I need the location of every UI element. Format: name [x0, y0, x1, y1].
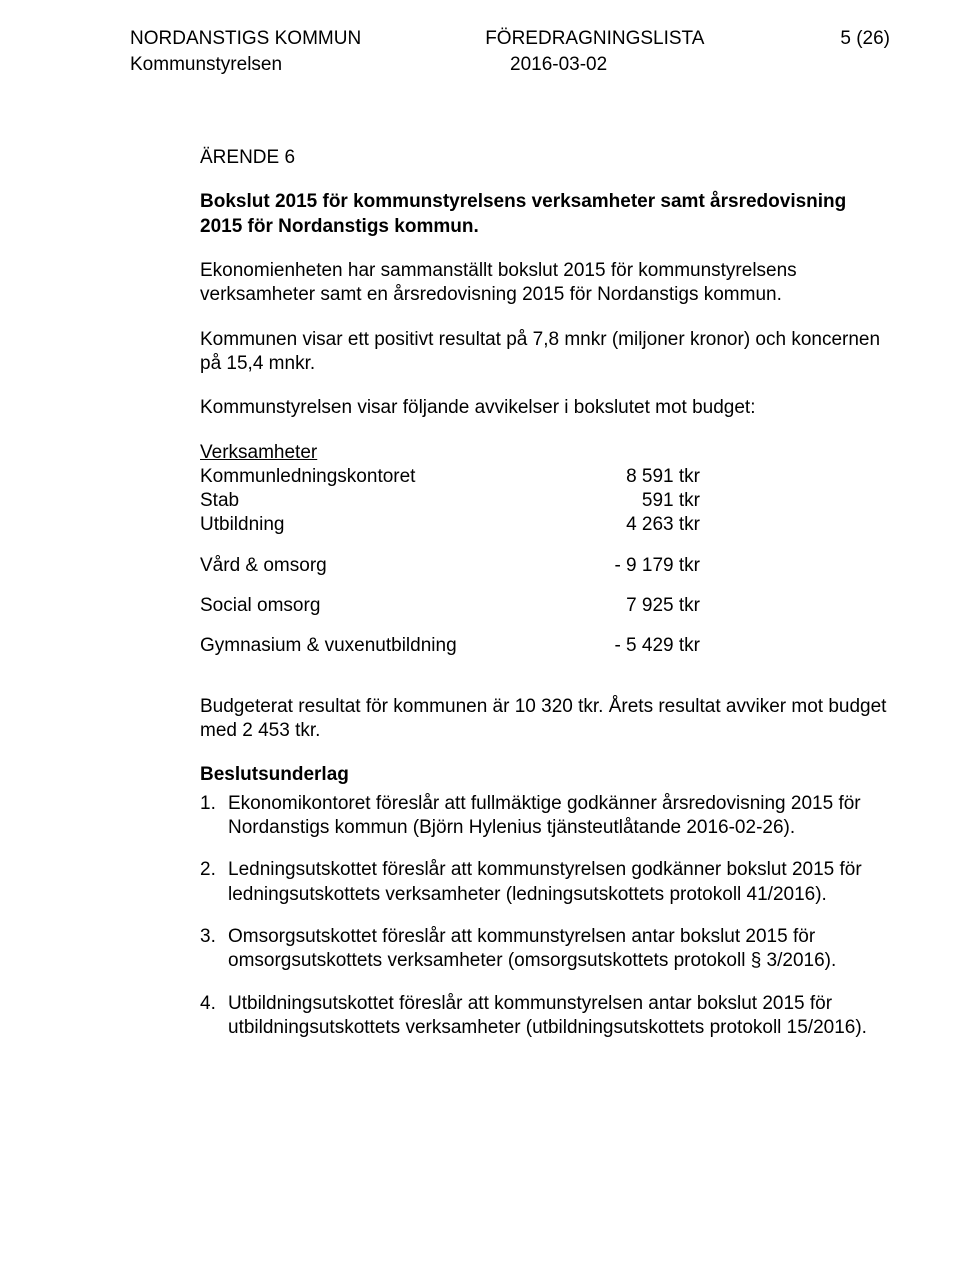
table-row: Vård & omsorg - 9 179 tkr [200, 554, 700, 578]
header-org: NORDANSTIGS KOMMUN [130, 28, 485, 50]
row-label: Utbildning [200, 513, 590, 537]
row-value: 8 591 tkr [590, 465, 700, 489]
list-item: Ledningsutskottet föreslår att kommunsty… [200, 858, 890, 907]
row-label: Social omsorg [200, 594, 590, 618]
arende-title: Bokslut 2015 för kommunstyrelsens verksa… [200, 190, 890, 239]
verksamheter-header: Verksamheter [200, 441, 890, 465]
list-item-text: Ledningsutskottet föreslår att kommunsty… [228, 858, 890, 907]
row-value: - 9 179 tkr [590, 554, 700, 578]
row-value: 7 925 tkr [590, 594, 700, 618]
content-body: ÄRENDE 6 Bokslut 2015 för kommunstyrelse… [200, 146, 890, 1040]
header-date: 2016-03-02 [510, 54, 890, 76]
intro-para-1: Ekonomienheten har sammanställt bokslut … [200, 259, 890, 308]
table-row: Social omsorg 7 925 tkr [200, 594, 700, 618]
table-row: Gymnasium & vuxenutbildning - 5 429 tkr [200, 634, 700, 658]
list-item-text: Ekonomikontoret föreslår att fullmäktige… [228, 792, 890, 841]
row-label: Stab [200, 489, 590, 513]
intro-para-2: Kommunen visar ett positivt resultat på … [200, 328, 890, 377]
table-row: Kommunledningskontoret 8 591 tkr [200, 465, 700, 489]
header-unit: Kommunstyrelsen [130, 54, 510, 76]
row-value: - 5 429 tkr [590, 634, 700, 658]
list-item-text: Utbildningsutskottet föreslår att kommun… [228, 992, 890, 1041]
row-label: Vård & omsorg [200, 554, 590, 578]
beslutsunderlag-heading: Beslutsunderlag [200, 763, 890, 787]
table-row: Utbildning 4 263 tkr [200, 513, 700, 537]
deviations-intro: Kommunstyrelsen visar följande avvikelse… [200, 396, 890, 420]
header-row-1: NORDANSTIGS KOMMUN FÖREDRAGNINGSLISTA 5 … [130, 28, 890, 50]
arende-label: ÄRENDE 6 [200, 146, 890, 170]
table-row: Stab 591 tkr [200, 489, 700, 513]
list-item: Omsorgsutskottet föreslår att kommunstyr… [200, 925, 890, 974]
row-label: Gymnasium & vuxenutbildning [200, 634, 590, 658]
header-row-2: Kommunstyrelsen 2016-03-02 [130, 54, 890, 76]
page-container: NORDANSTIGS KOMMUN FÖREDRAGNINGSLISTA 5 … [0, 0, 960, 1118]
header-doc-type: FÖREDRAGNINGSLISTA [485, 28, 840, 50]
row-value: 591 tkr [590, 489, 700, 513]
list-item: Ekonomikontoret föreslår att fullmäktige… [200, 792, 890, 841]
header-page-num: 5 (26) [840, 28, 890, 50]
row-label: Kommunledningskontoret [200, 465, 590, 489]
budget-result-para: Budgeterat resultat för kommunen är 10 3… [200, 695, 890, 744]
list-item: Utbildningsutskottet föreslår att kommun… [200, 992, 890, 1041]
row-value: 4 263 tkr [590, 513, 700, 537]
beslutsunderlag-list: Ekonomikontoret föreslår att fullmäktige… [200, 792, 890, 1041]
list-item-text: Omsorgsutskottet föreslår att kommunstyr… [228, 925, 890, 974]
deviations-table: Verksamheter Kommunledningskontoret 8 59… [200, 441, 890, 659]
